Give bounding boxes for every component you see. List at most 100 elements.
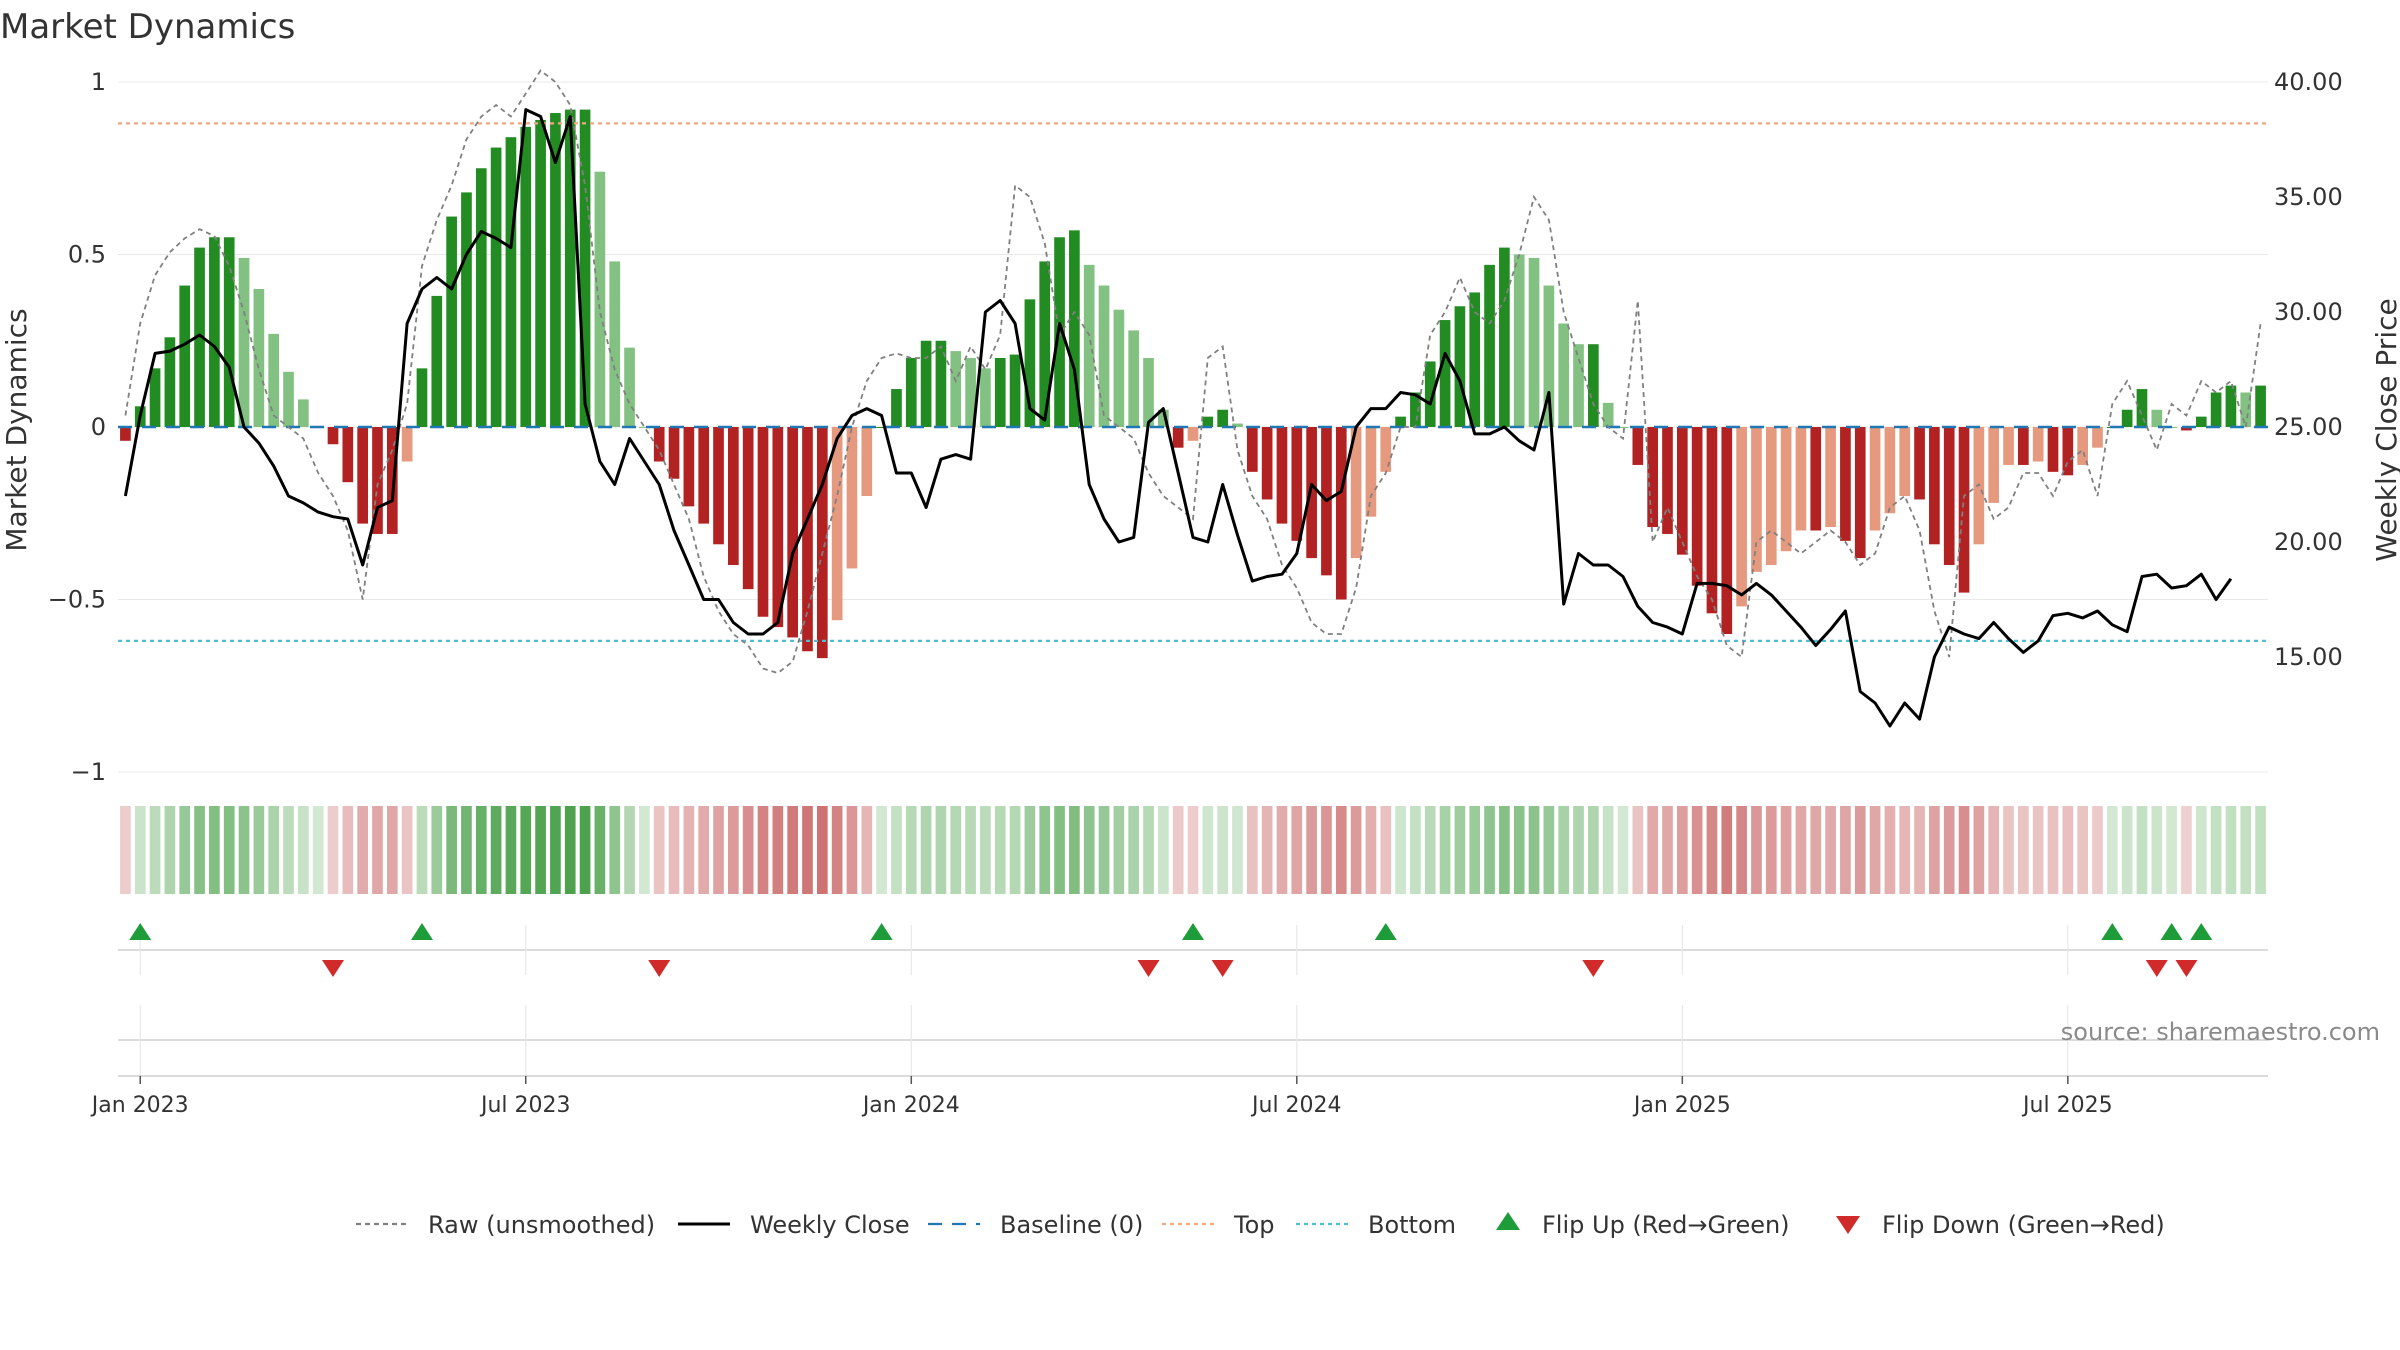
dynamics-bar xyxy=(401,427,413,462)
dynamics-bar xyxy=(1706,427,1718,614)
heat-cell xyxy=(253,806,265,894)
heat-cell xyxy=(905,806,917,894)
x-tick-label: Jan 2024 xyxy=(861,1093,960,1118)
dynamics-bar xyxy=(1929,427,1940,545)
heat-cell xyxy=(461,806,472,894)
dynamics-bar xyxy=(179,285,191,427)
heat-cell xyxy=(1187,806,1199,894)
heat-cell xyxy=(1780,806,1792,894)
dynamics-bar xyxy=(223,237,235,427)
heat-cell xyxy=(1335,806,1347,894)
heat-cell xyxy=(194,806,205,894)
dynamics-bar xyxy=(965,358,976,427)
dynamics-bar xyxy=(2121,409,2133,427)
weekly-close-line xyxy=(123,108,2233,728)
y-axis-label-left: Market Dynamics xyxy=(0,308,33,551)
dynamics-bar xyxy=(209,237,220,427)
legend-label: Raw (unsmoothed) xyxy=(428,1211,655,1239)
y-tick-label-left: 1 xyxy=(91,68,106,96)
heat-cell xyxy=(490,806,502,894)
dynamics-bar xyxy=(1410,392,1421,427)
heat-cell xyxy=(2255,806,2266,894)
legend-item: Bottom xyxy=(1296,1211,1456,1239)
dynamics-bar xyxy=(1751,427,1762,572)
dynamics-bar xyxy=(1365,427,1377,517)
heat-cell xyxy=(1558,806,1570,894)
heat-cell xyxy=(965,806,976,894)
dynamics-bar xyxy=(1335,427,1347,600)
dynamics-bar xyxy=(594,171,606,427)
heat-cell xyxy=(1380,806,1392,894)
legend-label: Flip Down (Green→Red) xyxy=(1882,1211,2165,1239)
x-axis: Jan 2023 Jul 2023 Jan 2024 Jul 2024 Jan 2025… xyxy=(90,1075,2268,1118)
dynamics-bar xyxy=(1232,423,1243,427)
heat-cell xyxy=(1202,806,1214,894)
dynamics-bar xyxy=(713,427,724,545)
dynamics-bar xyxy=(1528,257,1540,427)
heat-cell xyxy=(861,806,873,894)
heat-cell xyxy=(475,806,487,894)
dynamics-bar xyxy=(1009,354,1021,427)
heat-cell xyxy=(1988,806,2000,894)
dynamics-bar xyxy=(1988,427,2000,503)
flip-down-marker xyxy=(2175,960,2198,977)
x-tick-label: Jul 2023 xyxy=(479,1093,571,1118)
dynamics-bar xyxy=(876,427,887,428)
dynamics-bar xyxy=(2003,427,2014,465)
heat-cell xyxy=(980,806,991,894)
dynamics-bar xyxy=(461,192,472,427)
flip-up-marker xyxy=(410,923,433,940)
flip-down-marker xyxy=(1211,960,1234,977)
dynamics-bar xyxy=(298,399,309,427)
heat-cell xyxy=(787,806,798,894)
dynamics-bar xyxy=(1098,285,1110,427)
heat-cell xyxy=(2092,806,2103,894)
heat-cell xyxy=(2047,806,2059,894)
heat-cell xyxy=(1943,806,1955,894)
heat-cell xyxy=(564,806,576,894)
heat-cell xyxy=(1172,806,1184,894)
dynamics-bar xyxy=(1943,427,1955,565)
dynamics-bar xyxy=(1676,427,1688,555)
heat-cell xyxy=(238,806,250,894)
dynamics-bar xyxy=(1765,427,1777,565)
dynamics-bar xyxy=(1291,427,1303,541)
dynamics-bar xyxy=(787,427,798,638)
lines-layer xyxy=(123,69,2262,728)
dynamics-bar xyxy=(1306,427,1317,559)
heat-cell xyxy=(386,806,398,894)
dynamics-bar xyxy=(1187,427,1199,441)
dynamics-bar xyxy=(980,368,991,427)
heat-cell xyxy=(1854,806,1866,894)
x-tick-label: Jul 2025 xyxy=(2021,1093,2113,1118)
heat-cell xyxy=(1676,806,1688,894)
dynamics-bar xyxy=(639,427,650,428)
legend-item: Top xyxy=(1162,1211,1275,1239)
flip-up-marker xyxy=(1182,923,1204,940)
dynamics-bar xyxy=(164,337,176,427)
y-tick-label-right: 25.00 xyxy=(2274,413,2343,441)
flip-down-marker xyxy=(322,960,344,977)
dynamics-bar xyxy=(120,427,131,441)
dynamics-bar xyxy=(1884,427,1896,514)
dynamics-bar xyxy=(1217,409,1228,427)
raw-unsmoothed-line xyxy=(124,69,2262,675)
dynamics-bar xyxy=(2151,409,2163,427)
dynamics-bar xyxy=(1588,344,1599,427)
heat-cell xyxy=(994,806,1006,894)
dynamics-bar xyxy=(1780,427,1792,552)
heat-cell xyxy=(283,806,294,894)
dynamics-bar xyxy=(1276,427,1288,524)
heat-cell xyxy=(713,806,724,894)
dynamics-bar xyxy=(1840,427,1851,541)
legend-label: Weekly Close xyxy=(750,1211,910,1239)
dynamics-bar xyxy=(1069,230,1080,427)
heat-cell xyxy=(2121,806,2133,894)
heat-cell xyxy=(1291,806,1303,894)
heat-cell xyxy=(1365,806,1377,894)
dynamics-bar xyxy=(1958,427,1970,593)
heat-cell xyxy=(1810,806,1822,894)
heat-cell xyxy=(372,806,383,894)
flip-down-marker xyxy=(1582,960,1605,977)
heat-cell xyxy=(1632,806,1644,894)
